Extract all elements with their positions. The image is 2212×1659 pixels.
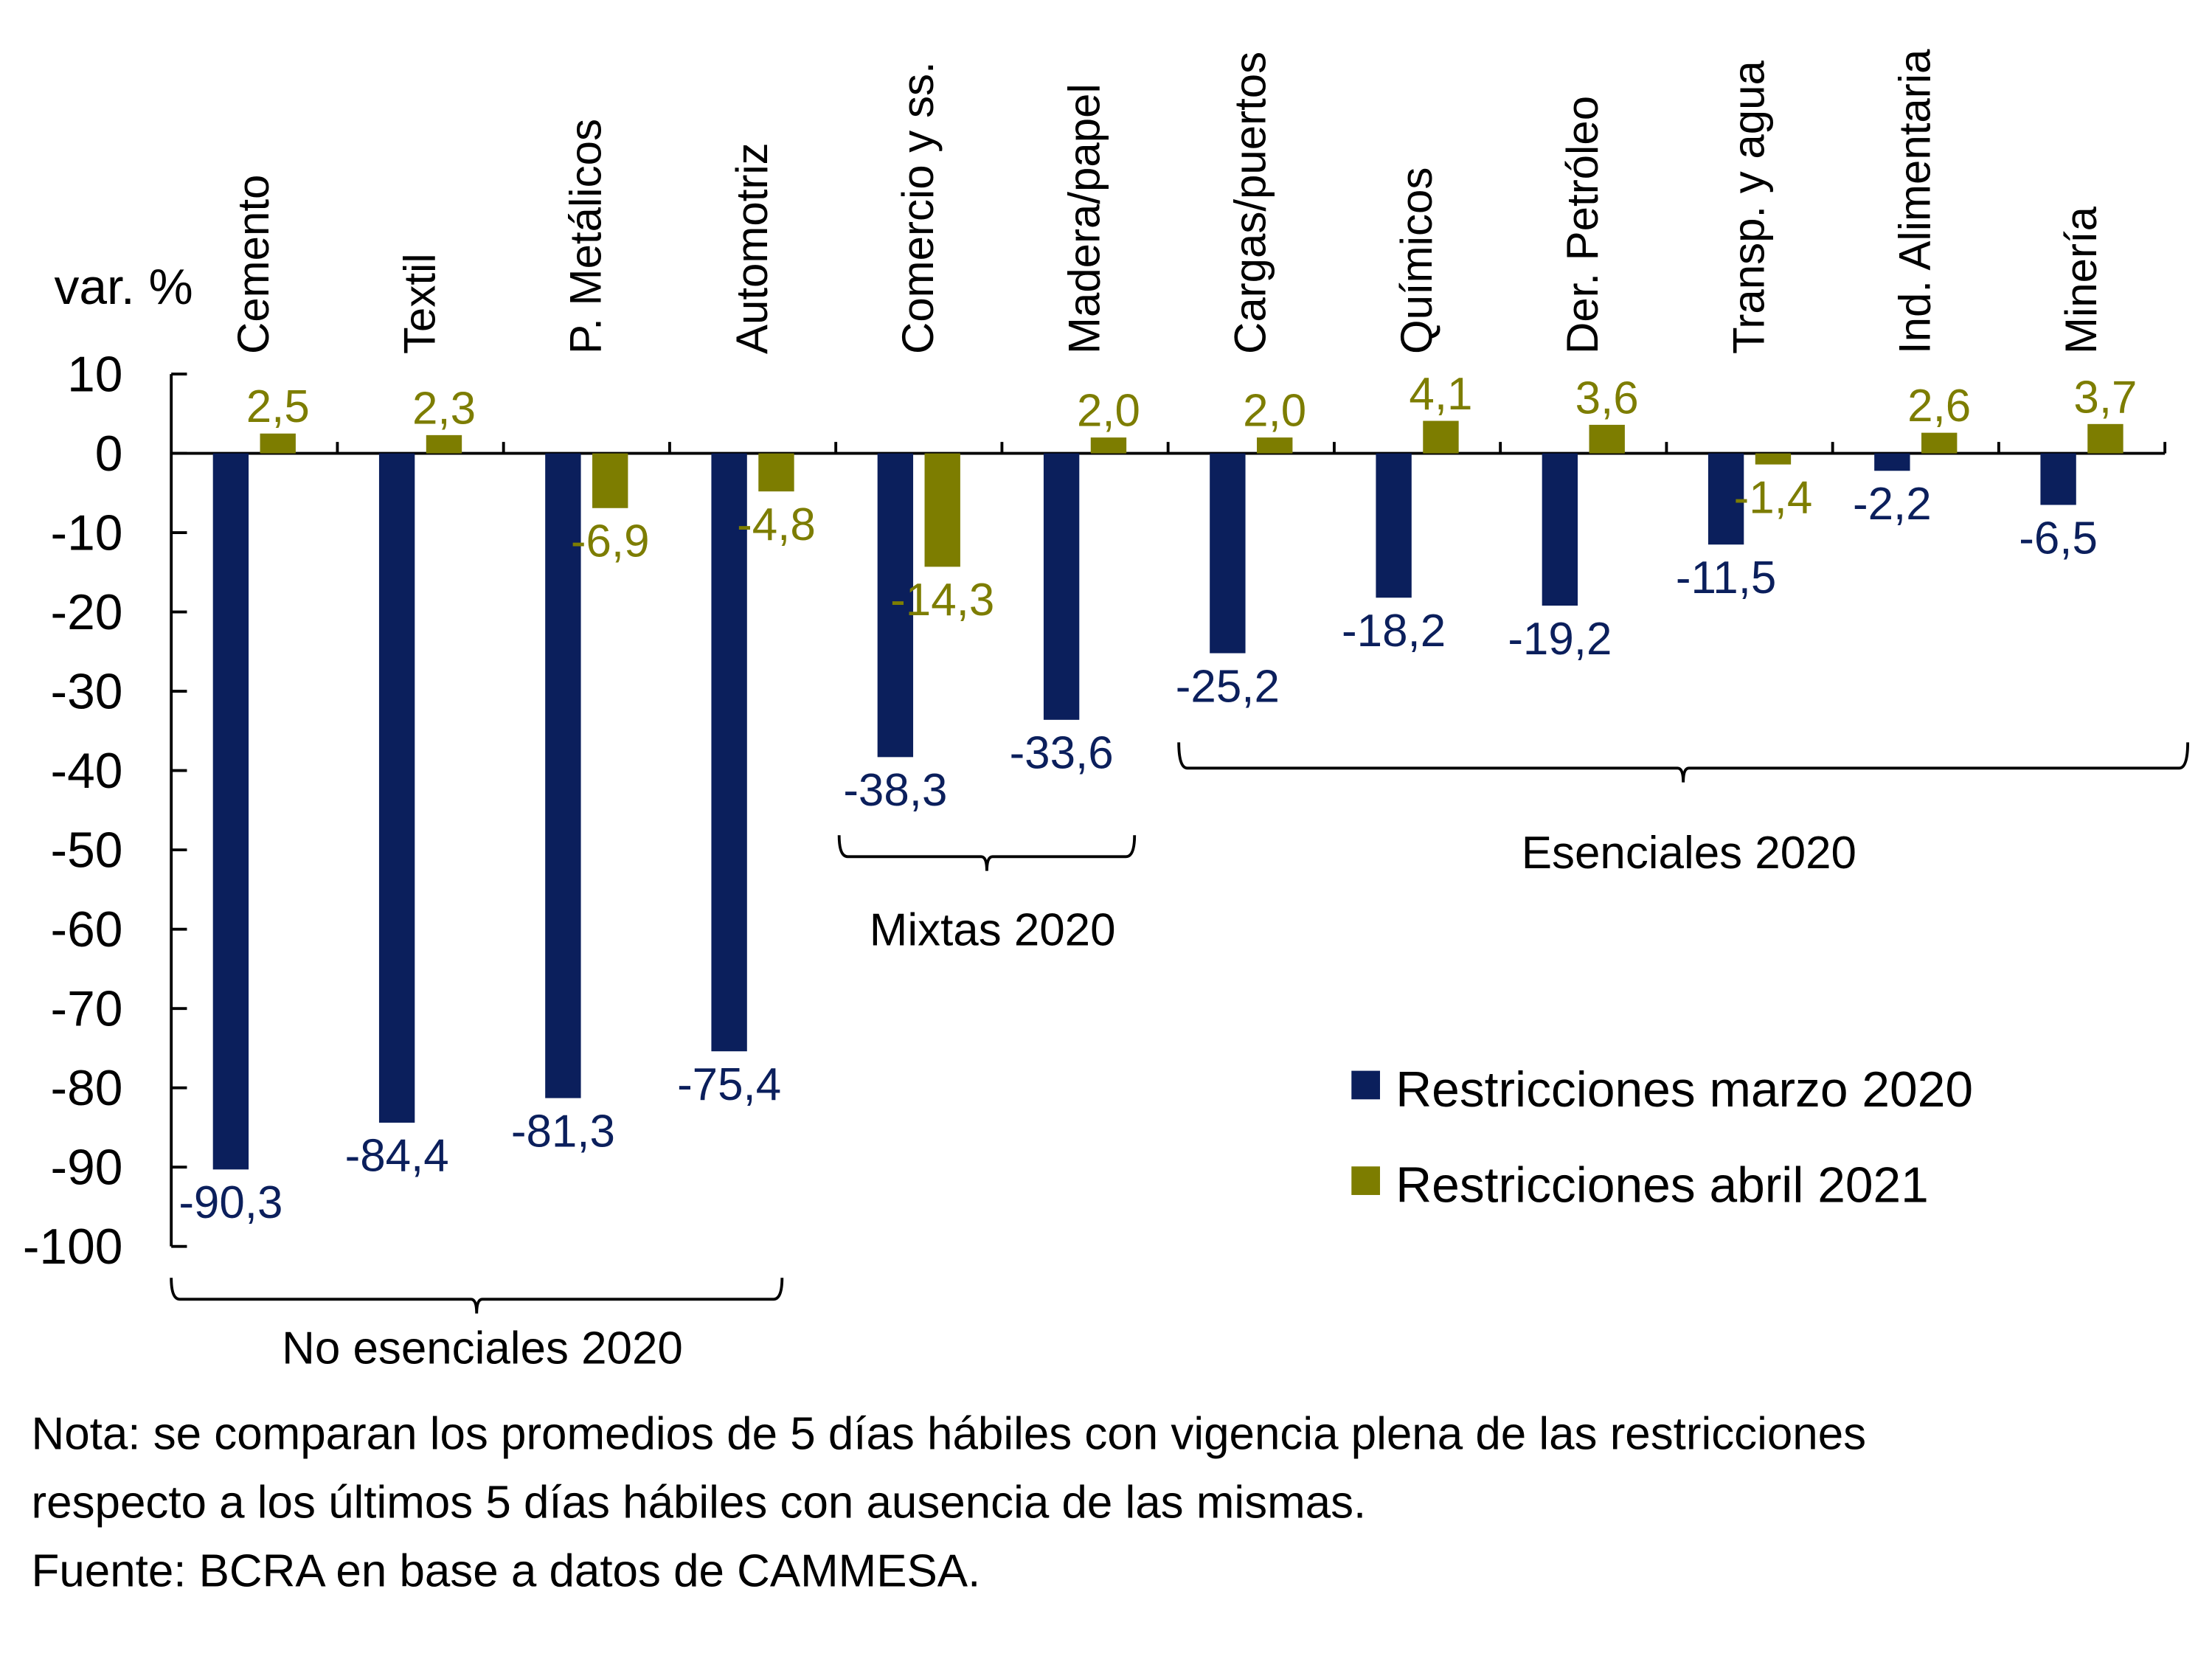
y-tick-label: -80 bbox=[51, 1061, 123, 1116]
bar-abril-2021 bbox=[924, 453, 960, 567]
bar-abril-2021 bbox=[1423, 420, 1459, 454]
data-label: 2,5 bbox=[246, 381, 310, 432]
y-axis: 10 0 -10 -20 -30 -40 -50 -60 -70 -80 -90 -100 bbox=[23, 347, 187, 1275]
category-label: Automotriz bbox=[727, 142, 777, 354]
data-label: -6,5 bbox=[2019, 513, 2098, 564]
data-label: 2,3 bbox=[412, 383, 476, 434]
legend-swatch bbox=[1351, 1166, 1380, 1195]
data-label: 2,0 bbox=[1243, 386, 1306, 437]
bar-abril-2021 bbox=[592, 453, 628, 508]
legend-swatch bbox=[1351, 1070, 1380, 1100]
category-label: Cargas/puertos bbox=[1226, 52, 1275, 354]
data-label: 2,0 bbox=[1077, 386, 1140, 437]
group-brace bbox=[170, 1278, 784, 1314]
notes: Nota: se comparan los promedios de 5 día… bbox=[32, 1408, 1867, 1596]
group-label: Esenciales 2020 bbox=[1522, 828, 1856, 879]
bar-abril-2021 bbox=[1257, 437, 1293, 454]
category-label: P. Metálicos bbox=[561, 119, 611, 354]
y-tick-label: -90 bbox=[51, 1140, 123, 1195]
bar-abril-2021 bbox=[758, 453, 794, 492]
data-label: 4,1 bbox=[1409, 369, 1472, 420]
data-label: -19,2 bbox=[1508, 614, 1612, 665]
y-tick-label: 10 bbox=[67, 347, 122, 402]
bar-marzo-2020 bbox=[2040, 453, 2076, 505]
data-label: 2,6 bbox=[1907, 381, 1971, 432]
group-brace bbox=[1177, 742, 2190, 783]
data-label: -38,3 bbox=[843, 765, 947, 816]
data-label: -33,6 bbox=[1010, 728, 1114, 779]
data-label: -14,3 bbox=[890, 575, 994, 626]
group-label: Mixtas 2020 bbox=[870, 904, 1116, 955]
bar-abril-2021 bbox=[2087, 423, 2123, 454]
bar-marzo-2020 bbox=[877, 453, 914, 758]
bar-marzo-2020 bbox=[1874, 453, 1910, 471]
data-label: -75,4 bbox=[677, 1059, 781, 1110]
footnote: Nota: se comparan los promedios de 5 día… bbox=[32, 1408, 1867, 1459]
y-tick-label: 0 bbox=[95, 426, 123, 482]
category-label: Textil bbox=[395, 253, 444, 354]
bar-marzo-2020 bbox=[1210, 453, 1246, 654]
data-label: -25,2 bbox=[1176, 661, 1280, 712]
group-label: No esenciales 2020 bbox=[282, 1323, 683, 1374]
x-axis bbox=[171, 442, 2167, 455]
y-tick-label: -40 bbox=[51, 744, 123, 799]
y-tick-label: -20 bbox=[51, 585, 123, 640]
bar-marzo-2020 bbox=[378, 453, 415, 1123]
bar-marzo-2020 bbox=[1707, 453, 1744, 545]
bar-abril-2021 bbox=[1589, 424, 1625, 454]
legend-label: Restricciones marzo 2020 bbox=[1395, 1062, 1973, 1118]
category-label: Cemento bbox=[229, 175, 278, 354]
source-note: Fuente: BCRA en base a datos de CAMMESA. bbox=[32, 1545, 981, 1596]
bar-marzo-2020 bbox=[1542, 453, 1578, 606]
category-label: Transp. y agua bbox=[1724, 60, 1773, 354]
category-label: Minería bbox=[2056, 206, 2106, 354]
value-labels: -90,3 -84,4 -81,3 -75,4 -38,3 -33,6 -25,2 -18,2… bbox=[178, 369, 2137, 1228]
legend-label: Restricciones abril 2021 bbox=[1395, 1158, 1929, 1213]
y-axis-label: var. % bbox=[55, 260, 193, 315]
category-label: Químicos bbox=[1392, 167, 1441, 354]
category-label: Comercio y ss. bbox=[893, 61, 943, 354]
bar-abril-2021 bbox=[426, 434, 462, 454]
group-braces: No esenciales 2020 Mixtas 2020 Esenciales … bbox=[170, 742, 2190, 1374]
bar-marzo-2020 bbox=[711, 453, 747, 1052]
bars bbox=[212, 420, 2123, 1170]
bar-marzo-2020 bbox=[1376, 453, 1412, 598]
y-tick-label: -60 bbox=[51, 902, 123, 957]
bar-marzo-2020 bbox=[545, 453, 581, 1098]
bar-marzo-2020 bbox=[1043, 453, 1080, 720]
data-label: 3,6 bbox=[1575, 373, 1639, 423]
data-label: -84,4 bbox=[345, 1131, 449, 1182]
bar-abril-2021 bbox=[1090, 437, 1127, 454]
bar-abril-2021 bbox=[1755, 453, 1792, 465]
legend: Restricciones marzo 2020 Restricciones ab… bbox=[1351, 1062, 1973, 1213]
category-labels: Cemento Textil P. Metálicos Automotriz Comer… bbox=[229, 49, 2106, 354]
data-label: -81,3 bbox=[511, 1106, 615, 1157]
footnote: respecto a los últimos 5 días hábiles co… bbox=[32, 1477, 1367, 1528]
data-label: 3,7 bbox=[2073, 372, 2137, 423]
data-label: -2,2 bbox=[1853, 479, 1932, 530]
bar-marzo-2020 bbox=[212, 453, 249, 1170]
bar-abril-2021 bbox=[1921, 432, 1958, 454]
y-tick-label: -30 bbox=[51, 664, 123, 719]
category-label: Der. Petróleo bbox=[1558, 96, 1607, 354]
y-tick-label: -100 bbox=[23, 1219, 123, 1275]
bar-abril-2021 bbox=[260, 433, 296, 454]
data-label: -90,3 bbox=[178, 1177, 282, 1228]
data-label: -4,8 bbox=[737, 499, 816, 550]
data-label: -6,9 bbox=[571, 516, 650, 567]
group-brace bbox=[837, 835, 1137, 871]
data-label: -18,2 bbox=[1342, 606, 1446, 657]
category-label: Madera/papel bbox=[1059, 83, 1109, 354]
category-label: Ind. Alimentaria bbox=[1890, 49, 1940, 354]
data-label: -11,5 bbox=[1676, 553, 1776, 603]
data-label: -1,4 bbox=[1734, 472, 1813, 523]
y-tick-label: -70 bbox=[51, 981, 123, 1036]
y-tick-label: -50 bbox=[51, 822, 123, 878]
y-tick-label: -10 bbox=[51, 505, 123, 561]
